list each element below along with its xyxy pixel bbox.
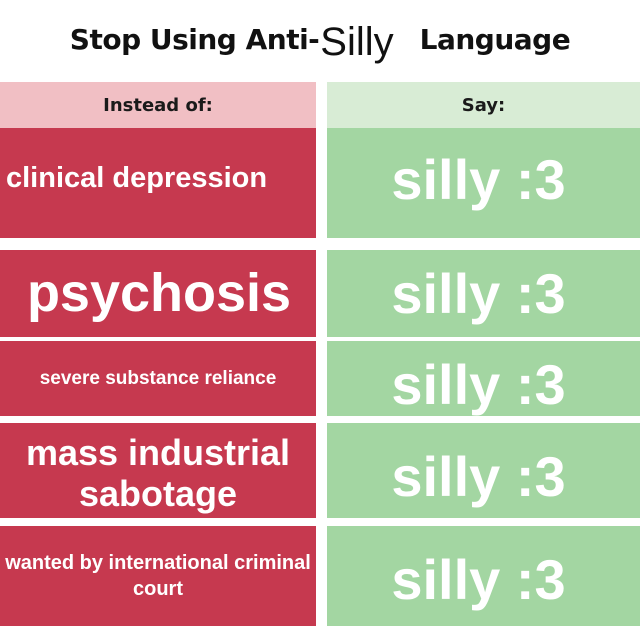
title-part-2: Silly [320, 19, 394, 64]
title-part-3: Language [419, 22, 571, 56]
page-title: Stop Using Anti- Silly Language [0, 0, 640, 78]
header-say: Say: [327, 82, 640, 128]
say-cell-5: silly :3 [327, 526, 640, 626]
instead-cell-1: clinical depression [0, 128, 316, 238]
say-cell-2: silly :3 [327, 250, 640, 337]
instead-cell-3: severe substance reliance [0, 341, 316, 416]
title-part-1: Stop Using Anti- [69, 22, 320, 56]
say-cell-1: silly :3 [327, 128, 640, 238]
say-cell-4: silly :3 [327, 423, 640, 518]
instead-cell-4: mass industrial sabotage [0, 423, 316, 518]
header-instead-of: Instead of: [0, 82, 316, 128]
instead-cell-5: wanted by international criminal court [0, 526, 316, 626]
instead-cell-2: psychosis [0, 250, 316, 337]
say-cell-3: silly :3 [327, 341, 640, 416]
